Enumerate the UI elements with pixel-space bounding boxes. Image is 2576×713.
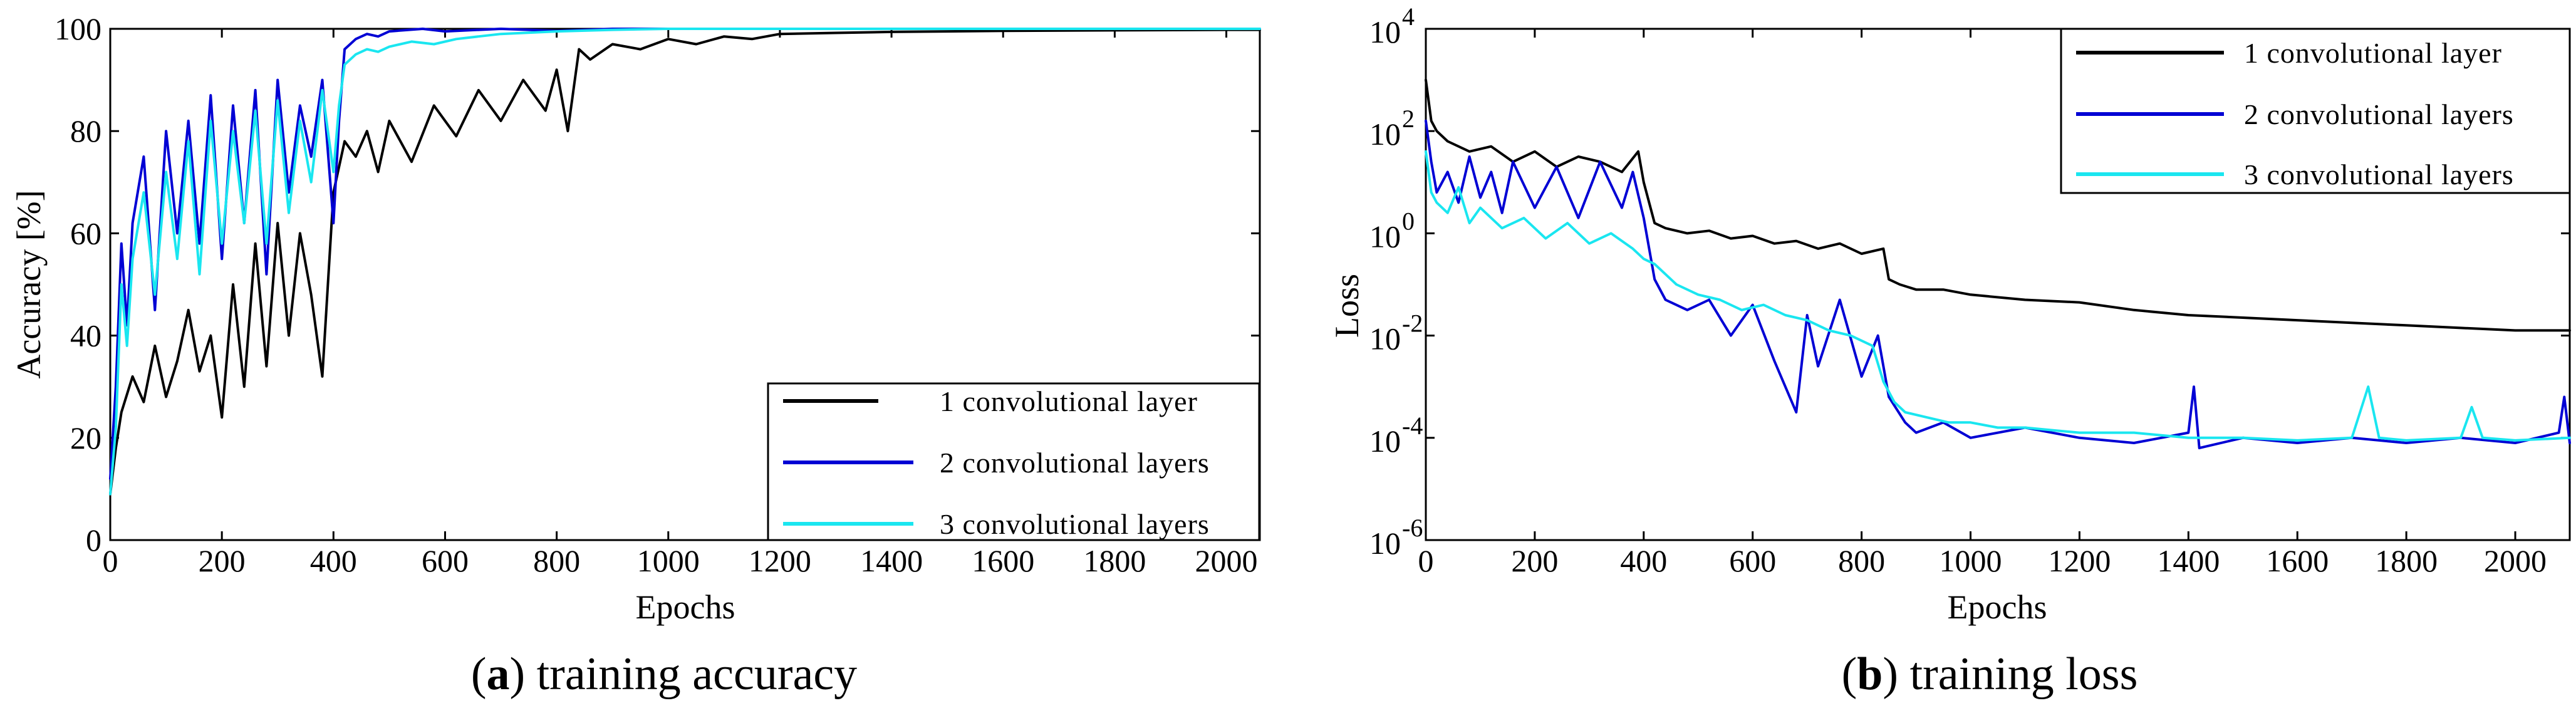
loss-y-tick-exponent: 4 <box>1402 3 1415 31</box>
accuracy-legend-label-1: 1 convolutional layer <box>940 385 1198 417</box>
loss-x-tick-label: 600 <box>1729 543 1776 578</box>
loss-y-tick-label: 10 <box>1369 14 1401 49</box>
loss-y-tick-label: 10 <box>1369 117 1401 152</box>
accuracy-x-tick-label: 1200 <box>749 543 811 578</box>
loss-x-tick-label: 1600 <box>2266 543 2329 578</box>
loss-chart: 0 200 400 600 800 1000 1200 1400 1600 1800 200010-… <box>1328 3 2571 700</box>
loss-legend: 1 convolutional layer 2 convolutional la… <box>2060 28 2571 194</box>
accuracy-series-line-3 <box>109 28 1261 496</box>
loss-x-tick-label: 2000 <box>2484 543 2547 578</box>
accuracy-y-tick-label: 20 <box>70 420 101 455</box>
accuracy-legend-label-2: 2 convolutional layers <box>940 447 1210 479</box>
accuracy-y-axis-label: Accuracy [%] <box>10 190 48 378</box>
loss-y-tick-label: 10 <box>1369 321 1401 356</box>
accuracy-x-tick-label: 1600 <box>972 543 1034 578</box>
loss-y-tick-label: 10 <box>1369 424 1401 459</box>
loss-series-line-3 <box>1425 150 2571 442</box>
loss-y-tick-exponent: 0 <box>1402 207 1415 235</box>
accuracy-x-tick-label: 1400 <box>860 543 923 578</box>
loss-x-tick-label: 800 <box>1838 543 1885 578</box>
accuracy-caption: (a) training accuracy <box>471 648 857 700</box>
loss-caption-letter: b <box>1857 648 1883 700</box>
loss-x-axis-label: Epochs <box>1948 588 2047 626</box>
accuracy-series-line-1 <box>109 28 1261 496</box>
loss-y-axis-label: Loss <box>1328 274 1366 338</box>
loss-legend-box <box>2060 28 2571 194</box>
loss-y-tick-exponent: -4 <box>1402 412 1423 440</box>
accuracy-legend-label-3: 3 convolutional layers <box>940 508 1210 540</box>
loss-series-line-1 <box>1425 78 2571 332</box>
loss-caption: (b) training loss <box>1842 648 2138 700</box>
accuracy-x-axis-label: Epochs <box>636 588 735 626</box>
accuracy-caption-text: training accuracy <box>537 648 858 700</box>
accuracy-axis-ticks: 0 200 400 600 800 1000 1200 1400 1600 1800 2000 0 20… <box>55 11 1260 578</box>
accuracy-y-tick-label: 80 <box>70 113 101 148</box>
accuracy-x-tick-label: 800 <box>533 543 580 578</box>
loss-legend-label-2: 2 convolutional layers <box>2244 98 2514 130</box>
loss-y-tick-label: 10 <box>1369 526 1401 561</box>
accuracy-legend: 1 convolutional layer 2 convolutional la… <box>767 382 1260 541</box>
accuracy-y-tick-label: 100 <box>55 11 101 46</box>
accuracy-x-tick-label: 2000 <box>1195 543 1258 578</box>
loss-series-line-2 <box>1425 119 2571 450</box>
loss-x-tick-label: 1800 <box>2375 543 2438 578</box>
loss-series-group <box>1425 78 2571 450</box>
loss-x-tick-label: 0 <box>1418 543 1434 578</box>
loss-y-tick-exponent: -6 <box>1402 514 1423 542</box>
accuracy-x-tick-label: 600 <box>422 543 469 578</box>
accuracy-chart: 0 200 400 600 800 1000 1200 1400 1600 1800 2000 0 20… <box>10 11 1261 700</box>
loss-caption-text: training loss <box>1910 648 2138 700</box>
loss-legend-label-1: 1 convolutional layer <box>2244 37 2502 69</box>
loss-y-tick-exponent: 2 <box>1402 105 1415 133</box>
accuracy-y-tick-label: 60 <box>70 216 101 251</box>
accuracy-series-group <box>109 28 1261 496</box>
accuracy-y-tick-label: 40 <box>70 318 101 353</box>
loss-x-tick-label: 1400 <box>2157 543 2220 578</box>
loss-y-tick-label: 10 <box>1369 219 1401 254</box>
accuracy-x-tick-label: 0 <box>103 543 118 578</box>
loss-y-tick-exponent: -2 <box>1402 310 1423 338</box>
accuracy-caption-letter: a <box>486 648 509 700</box>
accuracy-x-tick-label: 1800 <box>1083 543 1146 578</box>
loss-x-tick-label: 400 <box>1620 543 1667 578</box>
accuracy-x-tick-label: 200 <box>199 543 246 578</box>
loss-legend-label-3: 3 convolutional layers <box>2244 159 2514 190</box>
loss-x-tick-label: 1200 <box>2048 543 2111 578</box>
accuracy-y-tick-label: 0 <box>86 523 101 558</box>
loss-x-tick-label: 1000 <box>1940 543 2002 578</box>
accuracy-x-tick-label: 1000 <box>637 543 700 578</box>
accuracy-x-tick-label: 400 <box>310 543 357 578</box>
loss-x-tick-label: 200 <box>1511 543 1558 578</box>
